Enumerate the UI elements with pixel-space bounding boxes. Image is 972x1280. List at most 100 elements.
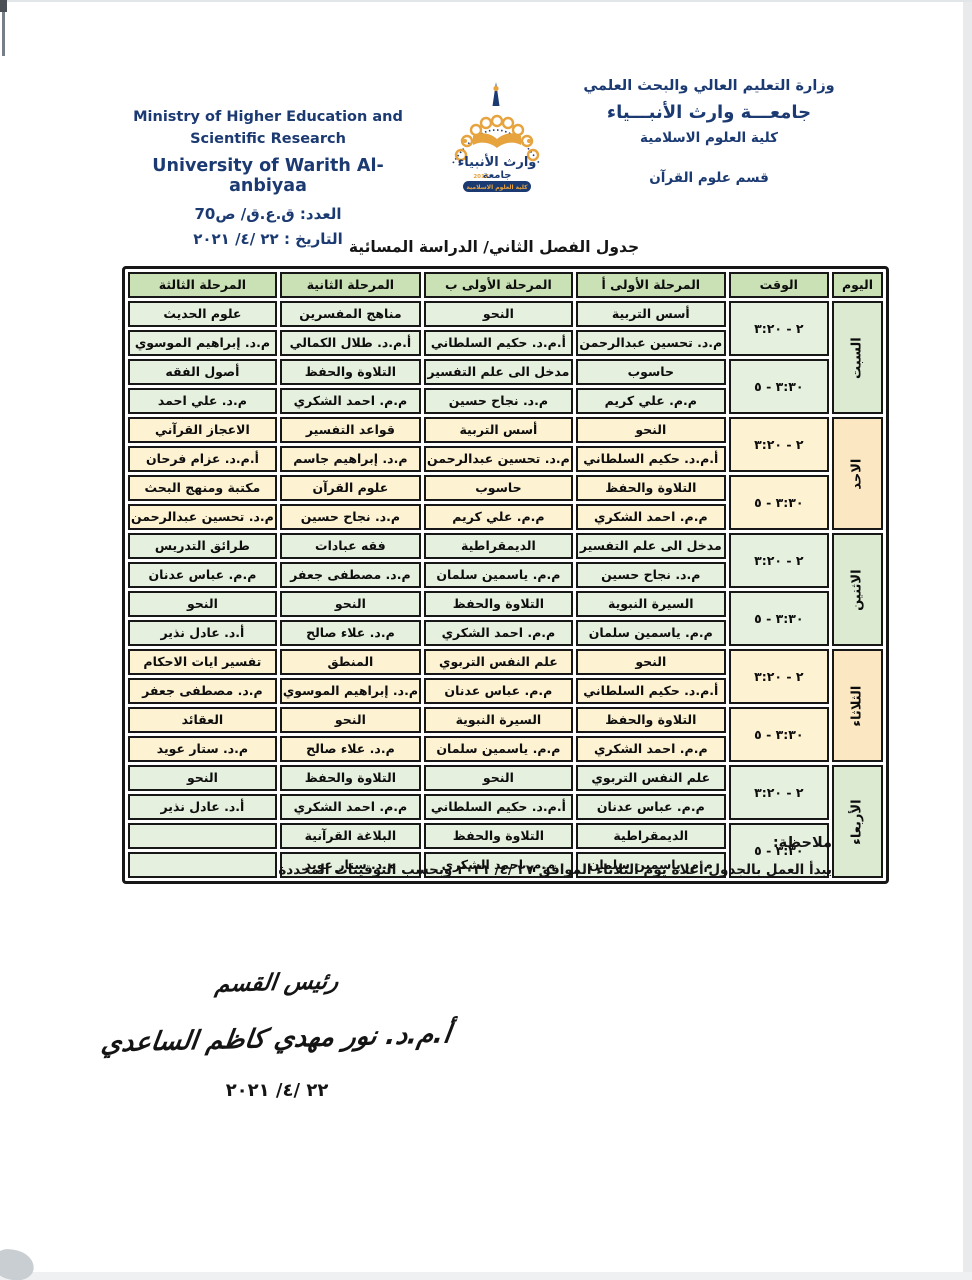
day-cell-4: الأربعاء	[831, 765, 884, 878]
subject-row-الأربعاء-1: ٣:٣٠ - ٥ الديمقراطية التلاوة والحفظ البلاغة…	[128, 823, 883, 878]
teacher-cell-1-0-0: أ.م.د. حكيم السلطاني	[575, 446, 726, 472]
letterhead-arabic: وزارة التعليم العالي والبحث العلمي جامعـ…	[554, 78, 864, 186]
subject-cell-0-0-2: مناهج المفسرين	[279, 301, 421, 327]
day-label: السبت	[849, 337, 865, 379]
scan-corner-notch	[0, 0, 7, 12]
time-cell-4-0: ٢ - ٣:٢٠	[728, 765, 829, 820]
teacher-cell-4-1-2: م.د. ستار عويد	[279, 852, 421, 878]
schedule-header-row: اليوم الوقت المرحلة الأولى أ المرحلة الأولى…	[128, 272, 884, 298]
teacher-cell-2-1-0: م.م. ياسمين سلمان	[575, 620, 726, 646]
day-cell-2: الاثنين	[831, 533, 884, 646]
college-name-arabic: كلية العلوم الاسلامية	[640, 130, 778, 146]
signature-name: أ.م.د. نور مهدي كاظم الساعدي	[99, 1019, 453, 1059]
teacher-cell-2-0-2: م.د. مصطفى جعفر	[279, 562, 421, 588]
time-cell-1-1: ٣:٣٠ - ٥	[728, 475, 829, 530]
scan-corner-blob	[0, 1247, 37, 1280]
day-label: الأربعاء	[849, 799, 865, 845]
subject-cell-0-1-1: مدخل الى علم التفسير	[423, 359, 573, 385]
subject-row-الثلاثاء-0: الثلاثاء ٢ - ٣:٢٠ النحو علم النفس التربوي ال…	[128, 649, 884, 762]
time-cell-4-1: ٣:٣٠ - ٥	[728, 823, 829, 878]
subject-row-السبت-0: السبت ٢ - ٣:٢٠ أسس التربية النحو مناهج المفس…	[128, 301, 884, 414]
teacher-cell-3-0-1: م.م. عباس عدنان	[423, 678, 573, 704]
teacher-cell-2-0-0: م.د. نجاح حسين	[575, 562, 726, 588]
scan-edge-right	[963, 0, 972, 1280]
subject-cell-2-0-0: مدخل الى علم التفسير	[575, 533, 726, 559]
subject-cell-1-1-3: مكتبة ومنهج البحث	[128, 475, 277, 501]
teacher-row-الثلاثاء-1: م.م. احمد الشكري م.م. ياسمين سلمان م.د. عل…	[128, 736, 883, 762]
teacher-cell-0-1-2: م.م. احمد الشكري	[279, 388, 421, 414]
signature-date: ٢٢ /٤/ ٢٠٢١	[225, 1080, 329, 1101]
subject-cell-2-1-1: التلاوة والحفظ	[423, 591, 573, 617]
teacher-cell-3-0-2: م.د. إبراهيم الموسوي	[279, 678, 421, 704]
column-header-0: اليوم	[831, 272, 884, 298]
teacher-cell-0-1-1: م.د. نجاح حسين	[423, 388, 573, 414]
schedule-table: اليوم الوقت المرحلة الأولى أ المرحلة الأولى…	[122, 266, 890, 884]
subject-row-الاثنين-1: ٣:٣٠ - ٥ السيرة النبوية التلاوة والحفظ النح…	[128, 591, 883, 646]
teacher-cell-0-0-0: م.د. تحسين عبدالرحمن	[575, 330, 726, 356]
schedule-table-container: اليوم الوقت المرحلة الأولى أ المرحلة الأولى…	[122, 266, 890, 884]
document-number: العدد: ق.ع.ق/ ص70	[194, 204, 342, 223]
logo-year: 2017	[473, 174, 488, 180]
subject-cell-0-1-3: أصول الفقه	[128, 359, 277, 385]
note-label: ملاحظة:	[772, 835, 832, 851]
teacher-cell-2-1-3: أ.د. عادل نذير	[128, 620, 277, 646]
teacher-row-الاثنين-0: م.د. نجاح حسين م.م. ياسمين سلمان م.د. مصطف…	[128, 562, 883, 588]
subject-cell-3-0-3: تفسير ايات الاحكام	[128, 649, 277, 675]
university-logo: وارث الأنبياء جامعة 2017 كلية العلوم الا…	[452, 82, 540, 192]
signature-title: رئيس القسم	[213, 968, 341, 998]
subject-cell-1-1-0: التلاوة والحفظ	[575, 475, 726, 501]
column-header-4: المرحلة الثانية	[279, 272, 421, 298]
teacher-cell-3-1-3: م.د. ستار عويد	[128, 736, 277, 762]
teacher-row-السبت-0: م.د. تحسين عبدالرحمن أ.م.د. حكيم السلطاني…	[128, 330, 883, 356]
ministry-name-english-line1: Ministry of Higher Education and	[133, 109, 403, 125]
subject-cell-0-0-0: أسس التربية	[575, 301, 726, 327]
teacher-cell-3-1-0: م.م. احمد الشكري	[575, 736, 726, 762]
subject-cell-4-1-3	[128, 823, 277, 849]
subject-row-الاحد-0: الاحد ٢ - ٣:٢٠ النحو أسس التربية قواعد التفس…	[128, 417, 884, 530]
subject-cell-2-1-2: النحو	[279, 591, 421, 617]
ministry-name-arabic: وزارة التعليم العالي والبحث العلمي	[583, 78, 835, 94]
teacher-cell-0-1-0: م.م. علي كريم	[575, 388, 726, 414]
subject-cell-2-0-1: الديمقراطية	[423, 533, 573, 559]
teacher-cell-1-0-3: أ.م.د. عزام فرحان	[128, 446, 277, 472]
subject-cell-2-0-3: طرائق التدريس	[128, 533, 277, 559]
university-name-english: University of Warith Al- anbiyaa	[152, 155, 384, 196]
teacher-cell-1-1-3: م.د. تحسين عبدالرحمن	[128, 504, 277, 530]
teacher-cell-4-0-2: م.م. احمد الشكري	[279, 794, 421, 820]
university-name-arabic: جامعـــة وارث الأنبـــياء	[606, 102, 812, 123]
ministry-name-english-line2: Scientific Research	[190, 131, 346, 148]
teacher-row-الأربعاء-1: م.م. ياسمين سلمان م.م. احمد الشكري م.د. ست…	[128, 852, 883, 878]
teacher-row-الاثنين-1: م.م. ياسمين سلمان م.م. احمد الشكري م.د. عل…	[128, 620, 883, 646]
time-cell-2-0: ٢ - ٣:٢٠	[728, 533, 829, 588]
subject-cell-4-0-2: التلاوة والحفظ	[279, 765, 421, 791]
day-label: الثلاثاء	[849, 685, 865, 727]
time-cell-0-0: ٢ - ٣:٢٠	[728, 301, 829, 356]
document-date: التاريخ : ٢٢ /٤/ ٢٠٢١	[193, 229, 343, 248]
schedule-title: جدول الفصل الثاني/ الدراسة المسائية	[348, 238, 640, 256]
teacher-cell-4-1-3	[128, 852, 277, 878]
day-cell-0: السبت	[831, 301, 884, 414]
subject-cell-4-0-3: النحو	[128, 765, 277, 791]
subject-cell-0-0-3: علوم الحديث	[128, 301, 277, 327]
subject-cell-1-0-3: الاعجاز القرآني	[128, 417, 277, 443]
logo-ornament-left	[463, 139, 467, 143]
subject-cell-4-1-0: الديمقراطية	[575, 823, 726, 849]
subject-cell-3-1-2: النحو	[279, 707, 421, 733]
teacher-cell-3-0-0: أ.م.د. حكيم السلطاني	[575, 678, 726, 704]
teacher-row-الاحد-0: أ.م.د. حكيم السلطاني م.د. تحسين عبدالرحمن…	[128, 446, 883, 472]
subject-row-الاثنين-0: الاثنين ٢ - ٣:٢٠ مدخل الى علم التفسير الديم…	[128, 533, 884, 646]
time-cell-0-1: ٣:٣٠ - ٥	[728, 359, 829, 414]
subject-cell-3-0-1: علم النفس التربوي	[423, 649, 573, 675]
logo-spire-ball	[493, 85, 499, 92]
subject-cell-4-1-1: التلاوة والحفظ	[423, 823, 573, 849]
day-cell-1: الاحد	[831, 417, 884, 530]
logo-open-book	[473, 133, 521, 148]
subject-row-الثلاثاء-1: ٣:٣٠ - ٥ التلاوة والحفظ السيرة النبوية النح…	[128, 707, 883, 762]
column-header-5: المرحلة الثالثة	[128, 272, 277, 298]
teacher-row-الأربعاء-0: م.م. عباس عدنان أ.م.د. حكيم السلطاني م.م. …	[128, 794, 883, 820]
teacher-cell-2-0-1: م.م. ياسمين سلمان	[423, 562, 573, 588]
logo-ornament-right	[527, 139, 531, 143]
letterhead-english: Ministry of Higher Education and Scienti…	[118, 106, 418, 248]
department-name-arabic: قسم علوم القرآن	[649, 170, 769, 186]
